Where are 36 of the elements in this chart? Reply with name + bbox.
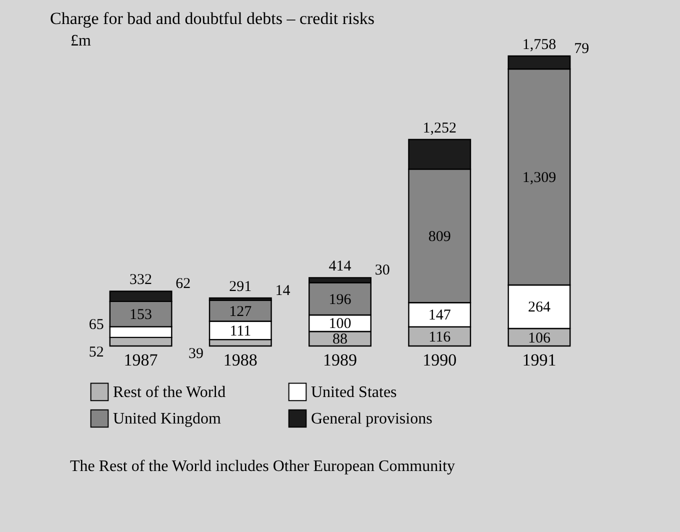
data-label: 39 — [188, 346, 204, 362]
data-label: 100 — [328, 316, 352, 332]
data-label: 147 — [428, 308, 452, 324]
data-label: 111 — [230, 323, 252, 340]
chart-title: Charge for bad and doubtful debts – credit risks — [50, 9, 375, 28]
data-label: 62 — [176, 276, 191, 292]
data-label: 809 — [428, 228, 451, 245]
data-label: 65 — [88, 317, 104, 334]
data-label: 264 — [528, 300, 551, 316]
legend-label: General provisions — [311, 410, 432, 428]
data-label: 196 — [328, 292, 352, 308]
x-tick-label: 1988 — [223, 350, 258, 370]
x-tick-label: 1989 — [323, 350, 357, 370]
total-label: 1,758 — [522, 37, 556, 53]
legend-label: United Kingdom — [113, 410, 222, 428]
data-label: 106 — [528, 330, 551, 346]
x-tick-label: 1991 — [522, 350, 556, 370]
data-label: 88 — [332, 332, 348, 348]
data-label: 116 — [428, 329, 452, 346]
legend-label: United States — [311, 384, 397, 401]
total-label: 414 — [328, 258, 352, 275]
x-tick-label: 1987 — [124, 350, 158, 370]
total-label: 332 — [130, 272, 152, 288]
x-tick-label: 1990 — [422, 350, 457, 370]
data-label: 153 — [130, 307, 152, 324]
text: The Rest of the World includes Other European Community — [70, 458, 456, 475]
data-label: 14 — [275, 282, 291, 299]
data-label: 79 — [574, 41, 590, 57]
legend-label: Rest of the World — [113, 384, 226, 401]
total-label: 291 — [229, 278, 252, 295]
data-label: 52 — [88, 344, 104, 361]
data-label: 127 — [229, 304, 252, 320]
data-label: 1,309 — [522, 170, 556, 186]
y-axis-title: £m — [70, 32, 92, 50]
data-label: 30 — [374, 262, 390, 279]
total-label: 1,252 — [422, 120, 456, 136]
